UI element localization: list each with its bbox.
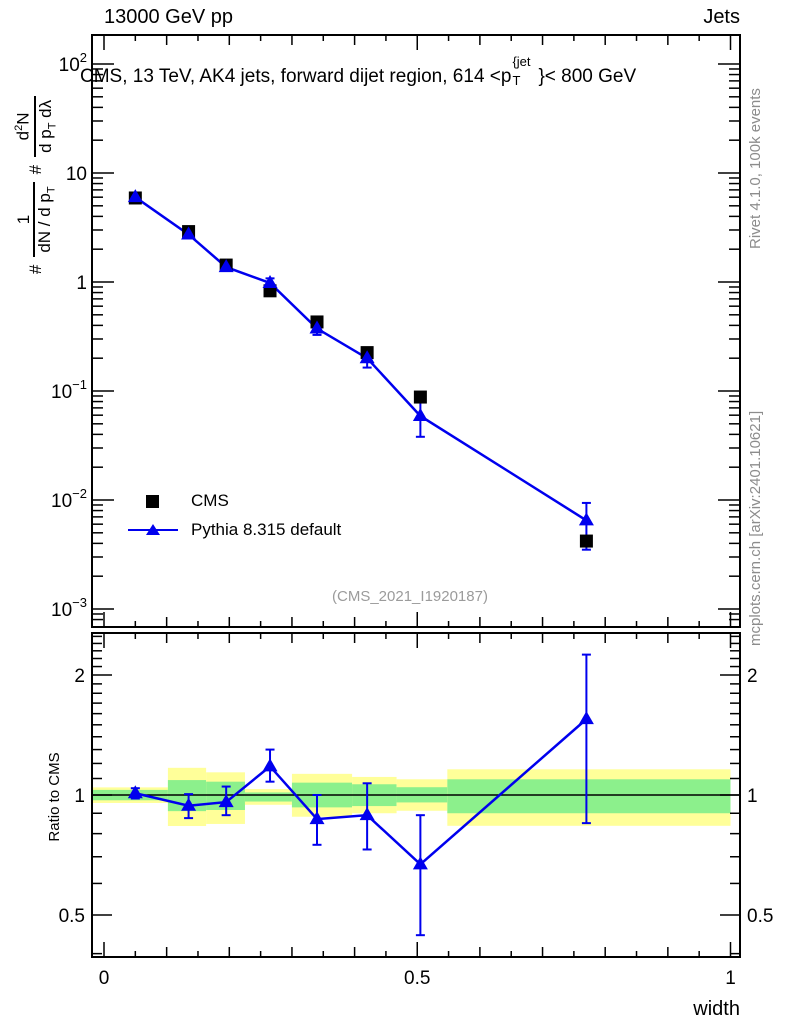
hash-symbol: # (26, 264, 45, 275)
hash-symbol: # (26, 164, 45, 175)
svg-text:10: 10 (66, 164, 87, 185)
fraction-1-den-text: dN / d p (35, 193, 55, 253)
svg-text:102: 102 (59, 50, 87, 76)
fraction-2: d2N d pT dλ (13, 95, 59, 157)
svg-text:2: 2 (747, 666, 758, 687)
cms-square-marker-icon (128, 494, 178, 508)
svg-text:2: 2 (74, 666, 85, 687)
fraction-2-den-text: d p (35, 129, 55, 153)
legend-label-cms: CMS (191, 491, 229, 510)
fraction-1-denominator: dN / d pT (33, 182, 59, 257)
analysis-id-watermark: (CMS_2021_I1920187) (332, 588, 488, 605)
fraction-1-den-sub: T (45, 186, 58, 194)
main-y-axis-label: # 1 dN / d pT # d2N d pT dλ (10, 35, 62, 335)
svg-text:0.5: 0.5 (59, 906, 85, 927)
svg-text:1: 1 (725, 968, 736, 989)
mcplots-arxiv-note: mcplots.cern.ch [arXiv:2401.10621] (747, 410, 764, 646)
fraction-2-num-N: N (14, 112, 34, 125)
analysis-group-label: Jets (703, 6, 740, 28)
svg-text:1: 1 (747, 786, 758, 807)
svg-text:0.5: 0.5 (747, 906, 773, 927)
svg-text:1: 1 (76, 273, 87, 294)
plot-title-text: CMS, 13 TeV, AK4 jets, forward dijet reg… (80, 66, 512, 87)
pt-superscript: {jet (512, 54, 531, 69)
beam-energy-label: 13000 GeV pp (104, 6, 233, 28)
legend-label-pythia: Pythia 8.315 default (191, 520, 342, 539)
blue-triangle-icon (146, 524, 160, 535)
fraction-2-num-d: d (14, 130, 34, 141)
plot-title-tail: }< 800 GeV (538, 66, 637, 87)
svg-text:10−1: 10−1 (51, 377, 87, 403)
fraction-2-den-tail: dλ (35, 99, 55, 123)
svg-text:10−3: 10−3 (51, 595, 87, 621)
fraction-1-numerator: 1 (13, 214, 33, 225)
black-square-icon (146, 495, 159, 508)
fraction-2-numerator: d2N (13, 96, 33, 157)
legend-item-pythia: Pythia 8.315 default (128, 520, 342, 539)
svg-text:10−2: 10−2 (51, 486, 87, 512)
rivet-version-note: Rivet 4.1.0, 100k events (747, 88, 764, 249)
fraction-2-den-sub: T (45, 122, 58, 130)
pythia-line-triangle-marker-icon (128, 523, 178, 537)
legend-item-cms: CMS (128, 491, 341, 510)
svg-text:1: 1 (74, 786, 85, 807)
svg-text:0.5: 0.5 (404, 968, 430, 989)
x-axis-label: width (693, 998, 740, 1020)
svg-text:0: 0 (99, 968, 110, 989)
pt-subscript: T (512, 73, 521, 88)
fraction-2-denominator: d pT dλ (33, 95, 59, 157)
plot-title: CMS, 13 TeV, AK4 jets, forward dijet reg… (80, 54, 637, 88)
ratio-y-axis-label: Ratio to CMS (46, 752, 63, 842)
legend: CMS Pythia 8.315 default (128, 491, 342, 551)
fraction-1: 1 dN / d pT (13, 182, 59, 257)
pt-supsub: {jet T (511, 54, 538, 88)
fraction-2-num-sup: 2 (13, 124, 26, 131)
